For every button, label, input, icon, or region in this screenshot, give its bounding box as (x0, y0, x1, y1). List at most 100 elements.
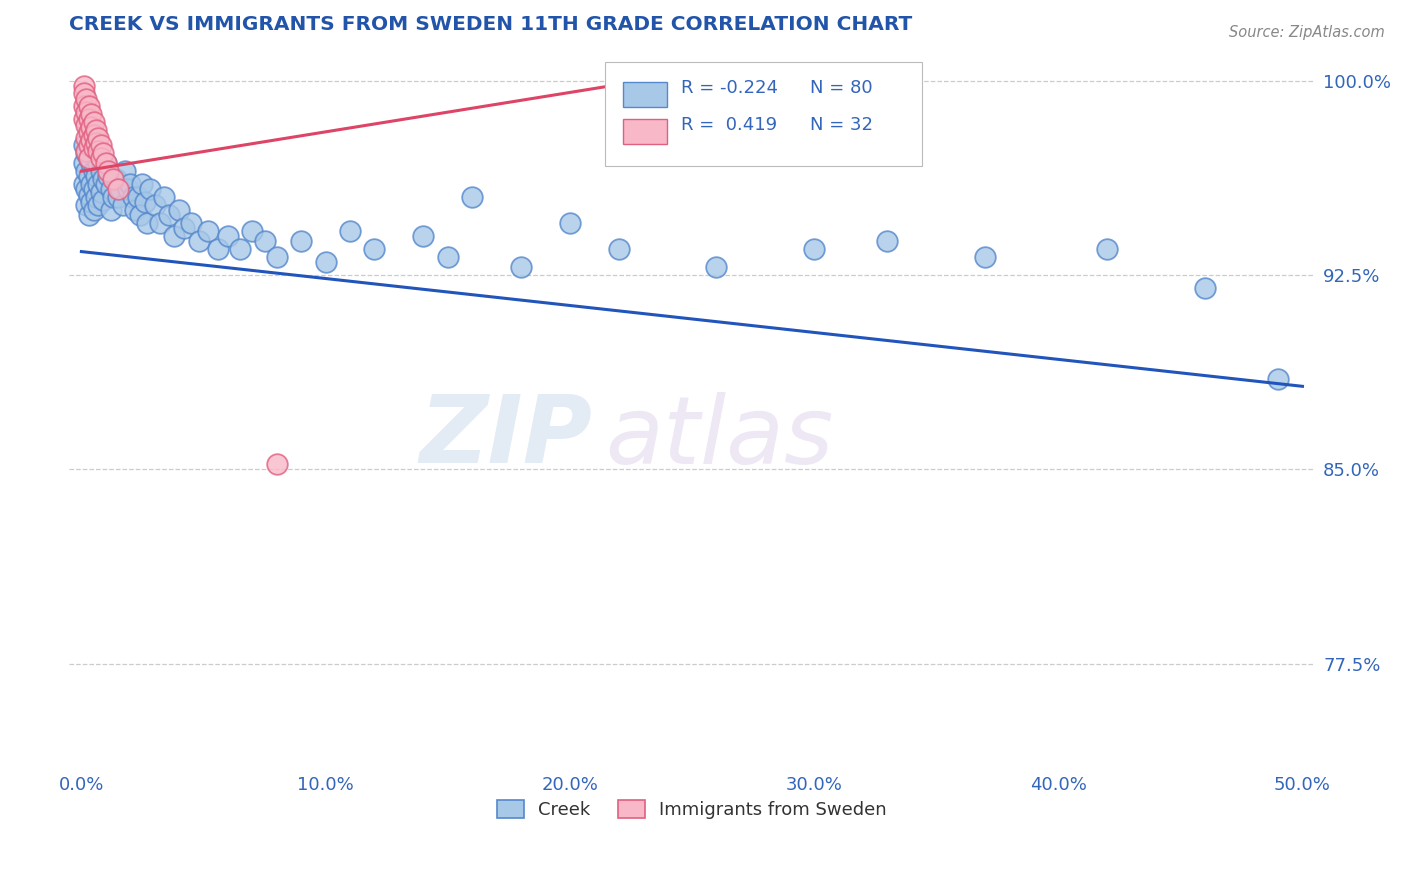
Point (127, 190, 149, 204)
Point (266, 250, 288, 264)
Point (107, 190, 129, 204)
Point (90, 185, 112, 199)
Point (83, 203, 105, 218)
Point (120, 177, 142, 191)
Point (84, 169, 107, 184)
Point (94, 156, 117, 170)
Point (73, 138, 96, 153)
Point (73, 177, 96, 191)
FancyBboxPatch shape (623, 119, 666, 145)
Point (163, 229, 186, 244)
Text: atlas: atlas (605, 392, 832, 483)
Point (117, 182, 139, 196)
Point (75, 146, 97, 161)
Point (93, 146, 115, 161)
Point (77, 125, 100, 139)
Point (139, 182, 162, 196)
FancyBboxPatch shape (623, 82, 666, 107)
Point (100, 182, 122, 196)
Text: CREEK VS IMMIGRANTS FROM SWEDEN 11TH GRADE CORRELATION CHART: CREEK VS IMMIGRANTS FROM SWEDEN 11TH GRA… (69, 15, 912, 34)
Point (229, 242, 252, 256)
Point (77, 138, 100, 153)
Point (80, 107, 103, 121)
Point (75, 118, 97, 132)
Point (197, 224, 219, 238)
Point (87, 177, 110, 191)
Point (1095, 242, 1118, 256)
Point (412, 229, 434, 244)
Point (87, 144, 110, 158)
Point (75, 92, 97, 106)
Point (157, 208, 180, 222)
Point (803, 242, 825, 256)
Point (94, 177, 117, 191)
Point (461, 190, 484, 204)
Point (974, 250, 997, 264)
Point (87, 130, 110, 145)
Point (266, 457, 288, 471)
Point (77, 112, 100, 127)
Point (134, 195, 156, 210)
Point (436, 250, 458, 264)
Point (97, 169, 120, 184)
Point (94, 156, 117, 170)
Point (90, 151, 112, 165)
Point (129, 208, 152, 222)
Point (153, 190, 176, 204)
Text: R = -0.224: R = -0.224 (681, 79, 778, 97)
Point (77, 99, 100, 113)
Point (87, 198, 110, 212)
Point (131, 177, 153, 191)
Point (253, 234, 276, 248)
Point (93, 172, 115, 186)
Point (110, 182, 132, 196)
Point (173, 221, 195, 235)
Point (363, 242, 385, 256)
Point (73, 99, 96, 113)
Point (90, 164, 112, 178)
Point (217, 229, 239, 244)
Point (339, 224, 361, 238)
Text: N = 80: N = 80 (810, 79, 873, 97)
Text: Source: ZipAtlas.com: Source: ZipAtlas.com (1229, 25, 1385, 40)
Point (80, 177, 103, 191)
Point (114, 164, 136, 178)
Point (124, 203, 146, 218)
Point (73, 112, 96, 127)
Point (121, 190, 143, 204)
Point (558, 216, 581, 230)
Point (80, 120, 103, 135)
Point (240, 224, 263, 238)
Point (90, 138, 112, 153)
Point (84, 122, 107, 136)
Point (80, 133, 103, 147)
Point (83, 115, 105, 129)
Point (1267, 371, 1289, 385)
Point (180, 216, 202, 230)
Point (290, 234, 312, 248)
Point (75, 104, 97, 119)
Point (80, 156, 103, 170)
Point (83, 164, 105, 178)
Point (75, 130, 97, 145)
Point (84, 190, 107, 204)
Point (73, 156, 96, 170)
Point (876, 234, 898, 248)
Point (104, 172, 127, 186)
Point (143, 198, 166, 212)
Point (75, 182, 97, 196)
Point (75, 198, 97, 212)
Point (107, 182, 129, 196)
Point (510, 260, 533, 274)
Point (75, 164, 97, 178)
Legend: Creek, Immigrants from Sweden: Creek, Immigrants from Sweden (489, 793, 894, 826)
Point (207, 242, 229, 256)
Point (77, 151, 100, 165)
Point (167, 203, 190, 218)
Point (83, 128, 105, 142)
Point (93, 193, 115, 207)
Point (607, 242, 630, 256)
Point (77, 169, 100, 184)
Text: R =  0.419: R = 0.419 (681, 116, 778, 134)
Point (75, 144, 97, 158)
